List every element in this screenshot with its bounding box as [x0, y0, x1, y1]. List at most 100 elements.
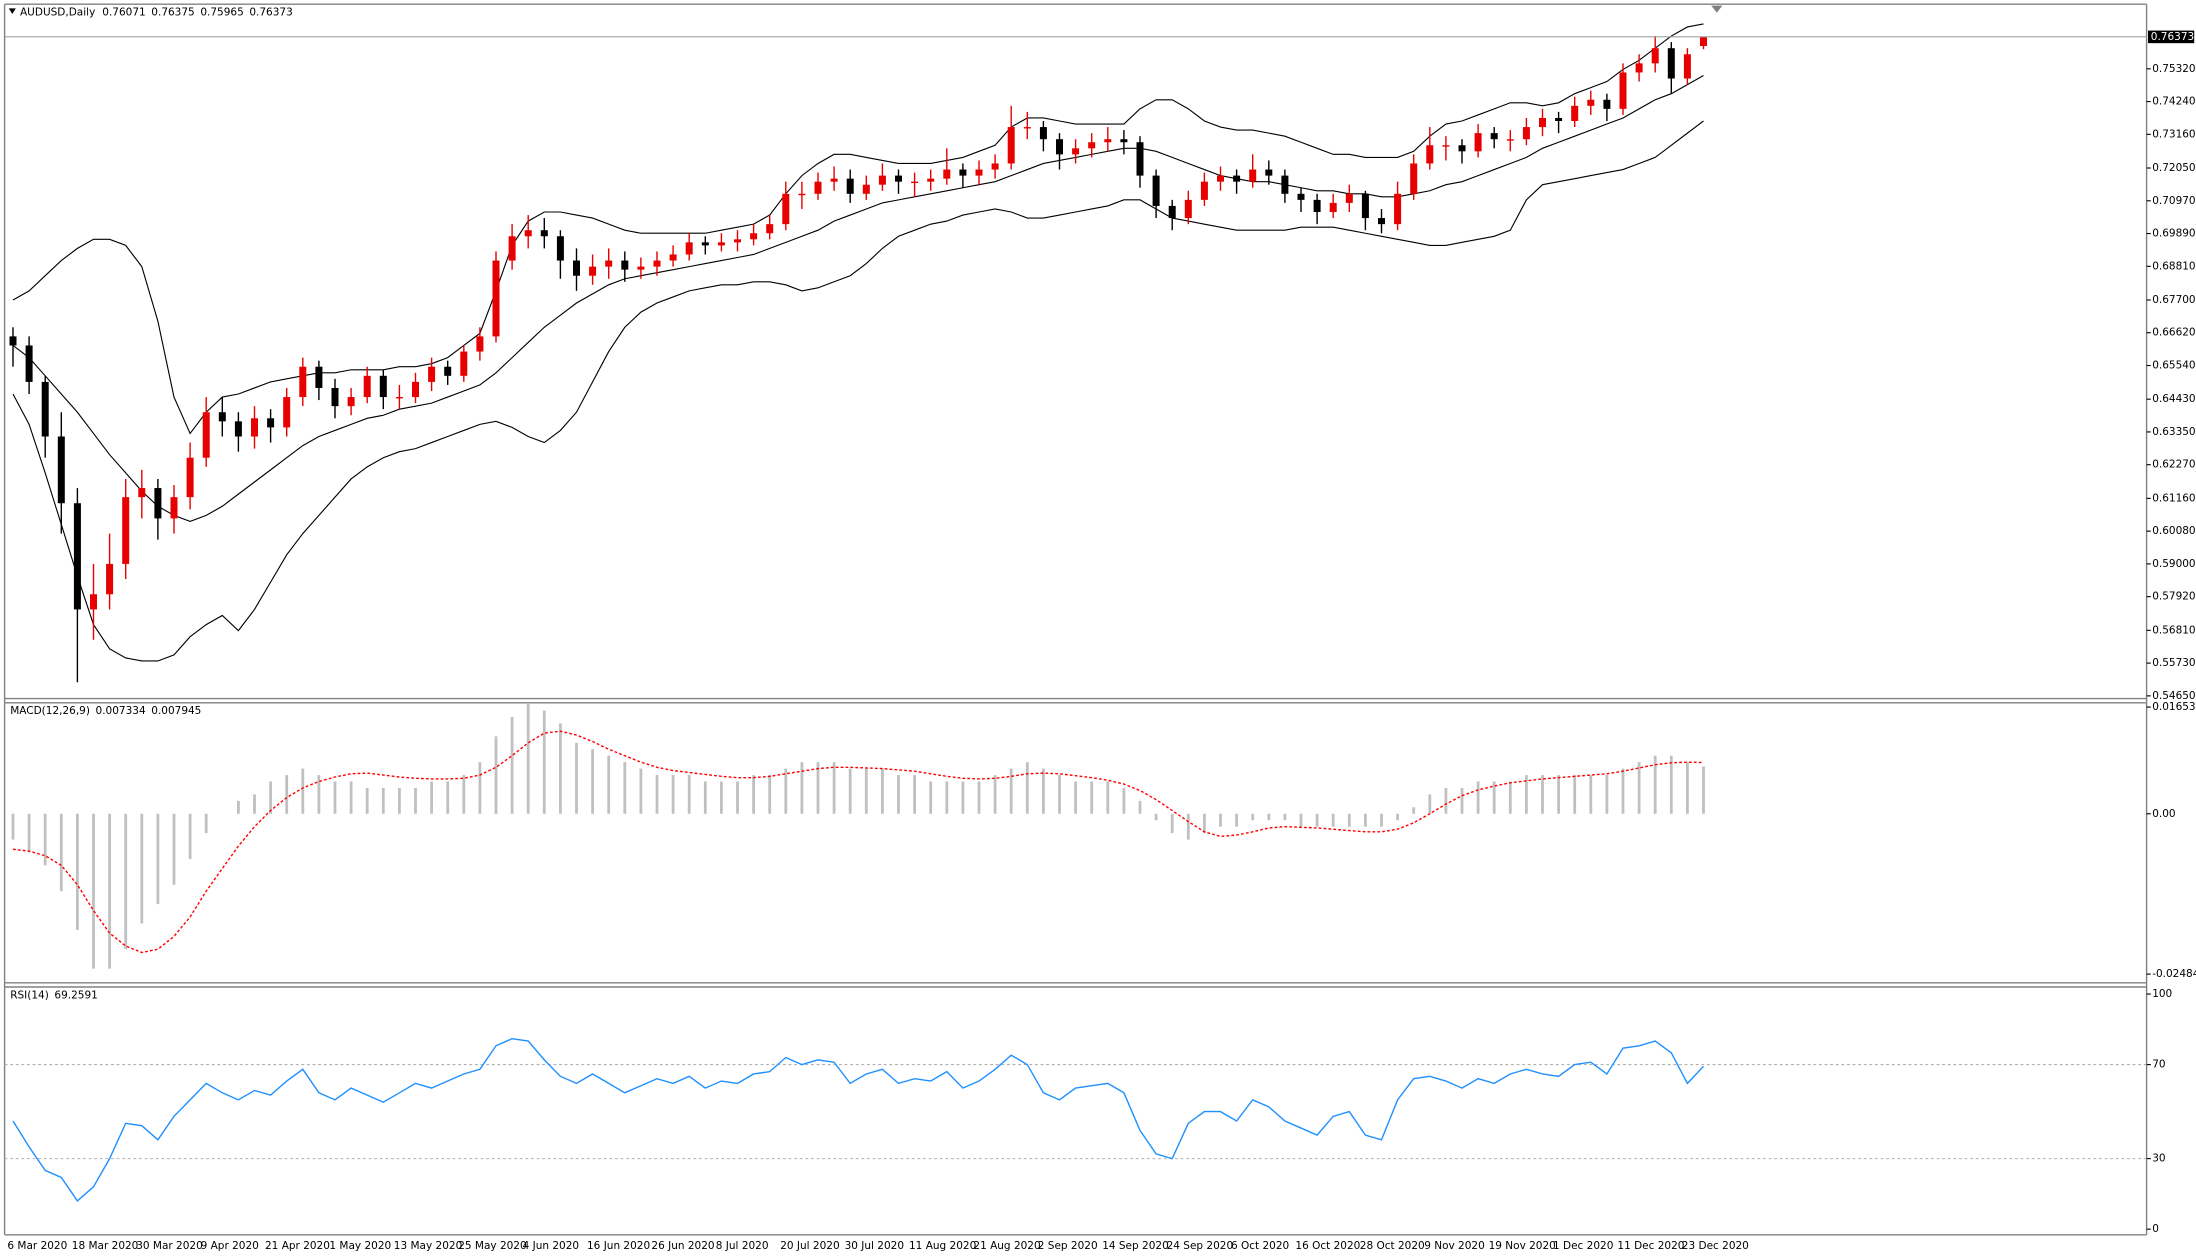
macd-bar [1219, 813, 1222, 827]
x-tick-label: 25 May 2020 [458, 1240, 526, 1252]
candle-body [573, 260, 580, 276]
macd-bar [156, 813, 160, 905]
x-tick-label: 9 Apr 2020 [201, 1240, 259, 1252]
candle-body [492, 260, 500, 337]
candle-body [1345, 193, 1353, 203]
macd-bar [1637, 762, 1641, 814]
macd-bar [655, 775, 659, 814]
candle-body [943, 169, 951, 179]
y-tick-label: 0.59000 [2152, 558, 2195, 570]
candle-body [267, 418, 275, 428]
candle-body [186, 457, 194, 498]
y-tick-label: 0.67700 [2152, 294, 2195, 306]
x-tick-label: 6 Mar 2020 [7, 1240, 67, 1252]
candle-body [1168, 205, 1176, 219]
macd-bar [27, 813, 31, 853]
candle-body [1200, 181, 1208, 200]
macd-bar [1347, 813, 1351, 827]
macd-bar [76, 813, 79, 930]
candle-body [1136, 142, 1144, 176]
macd-bar [1702, 766, 1705, 814]
candle-body [1651, 48, 1659, 64]
x-tick-label: 26 Jun 2020 [651, 1240, 714, 1252]
candle-body [1683, 54, 1691, 79]
menu-arrow [8, 8, 16, 14]
candle-body [1281, 175, 1289, 194]
candle-body [798, 193, 806, 196]
x-tick-label: 4 Jun 2020 [523, 1240, 579, 1252]
macd-bar [333, 781, 337, 814]
macd-bar [430, 781, 433, 814]
candle-body [959, 169, 967, 176]
candle-body [315, 366, 323, 388]
macd-bar [1058, 775, 1061, 814]
candle-body [1587, 99, 1595, 106]
macd-bar [510, 716, 514, 814]
y-tick-label: 0.70970 [2152, 195, 2195, 207]
macd-bar [784, 768, 788, 814]
x-tick-label: 28 Oct 2020 [1360, 1240, 1425, 1252]
macd-bar [671, 775, 675, 814]
macd-bar [623, 762, 627, 814]
macd-bar [1154, 813, 1158, 821]
macd-bar [269, 781, 272, 814]
candle-body [701, 242, 709, 246]
candle-body [540, 230, 548, 237]
candle-body [331, 387, 339, 407]
candle-body [1619, 72, 1627, 109]
candle-body [508, 236, 516, 261]
macd-bar [993, 775, 997, 814]
macd-bar [204, 813, 208, 834]
rsi-line [12, 1037, 1705, 1202]
candle-body [637, 266, 645, 270]
macd-bar [736, 781, 739, 814]
macd-bar [349, 781, 353, 814]
y-tick-label: 0.60080 [2152, 525, 2195, 537]
x-tick-label: 1 Dec 2020 [1553, 1240, 1613, 1252]
candle-body [605, 260, 613, 267]
x-tick-label: 9 Nov 2020 [1424, 1240, 1485, 1252]
macd-bar [1235, 813, 1238, 827]
candle-body [1007, 127, 1015, 164]
candle-body [1120, 139, 1128, 143]
x-tick-label: 21 Apr 2020 [265, 1240, 330, 1252]
candle-body [460, 351, 468, 376]
macd-bar [945, 781, 949, 814]
low: 0.75965 [200, 7, 243, 19]
candle-body [412, 381, 419, 398]
candle-body [1667, 48, 1675, 79]
macd-bar [1251, 813, 1255, 821]
x-tick-label: 18 Mar 2020 [72, 1240, 139, 1252]
candle-body [1233, 175, 1241, 182]
y-tick-label: 0.65540 [2152, 360, 2195, 372]
macd-bar [172, 813, 176, 885]
x-tick-label: 8 Jul 2020 [716, 1240, 769, 1252]
candle-body [41, 381, 49, 437]
macd-bar [381, 787, 385, 814]
candle-body [556, 236, 564, 261]
candle-body [814, 181, 822, 194]
macd-bar [929, 781, 933, 814]
macd-bar [478, 762, 482, 814]
candle-body [685, 242, 693, 255]
macd-bar [864, 768, 868, 814]
macd-bar [237, 800, 240, 814]
price-box-label: 0.76373 [2151, 31, 2194, 43]
macd-bar [1686, 762, 1689, 814]
candle-body [1361, 193, 1369, 219]
bollinger-band [12, 23, 1704, 435]
macd-title: MACD(12,26,9) [10, 705, 90, 717]
bollinger-band [12, 75, 1704, 523]
y-tick-label: 0.75320 [2152, 63, 2195, 75]
macd-bar [1605, 775, 1609, 814]
macd-bar [1396, 813, 1399, 821]
y-tick-label: 0.66620 [2152, 327, 2195, 339]
y-tick-label: 0.62270 [2152, 459, 2195, 471]
macd-bar [365, 787, 369, 814]
candle-body [1506, 139, 1514, 141]
x-tick-label: 1 May 2020 [329, 1240, 391, 1252]
macd-bar [414, 787, 417, 814]
macd-bar [253, 794, 256, 814]
